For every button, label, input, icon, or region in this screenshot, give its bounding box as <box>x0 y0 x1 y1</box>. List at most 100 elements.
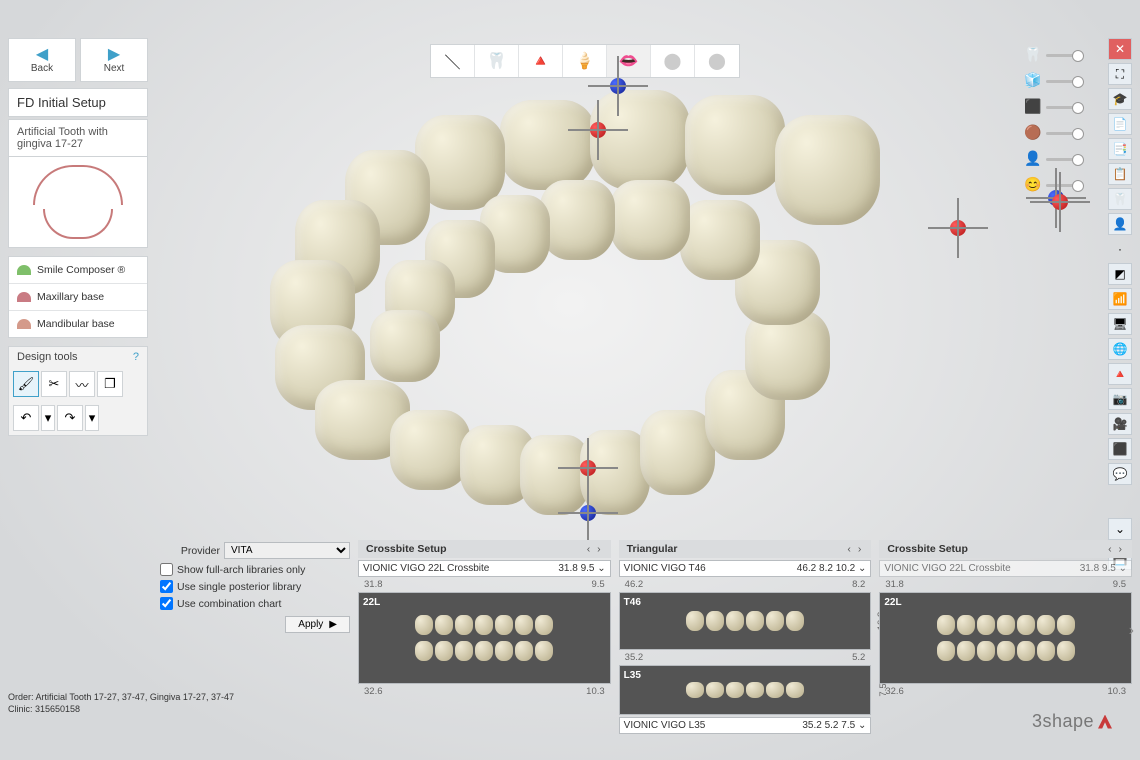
step-maxillary-base[interactable]: Maxillary base <box>9 284 147 311</box>
fullscreen-icon[interactable]: ⛶ <box>1108 63 1132 85</box>
lib-preview[interactable]: 22L <box>879 592 1132 684</box>
lib-pager[interactable]: ‹ › <box>847 543 863 555</box>
viewport-3d[interactable] <box>160 60 1080 530</box>
globe-icon[interactable]: 🌐 <box>1108 338 1132 360</box>
cb-combination[interactable] <box>160 597 173 610</box>
manipulator-translate-bot[interactable] <box>580 460 596 476</box>
lib-select-2[interactable]: VIONIC VIGO L35 35.2 5.2 7.5 ⌄ <box>619 717 872 734</box>
axis-widget[interactable] <box>1048 190 1064 222</box>
tooth-icon[interactable]: 🦷 <box>1108 188 1132 210</box>
smile-icon <box>17 265 31 275</box>
apply-button[interactable]: Apply ▶ <box>285 616 350 633</box>
face-icon[interactable]: 👤 <box>1108 213 1132 235</box>
tool-knife[interactable]: ✂ <box>41 371 67 397</box>
slider-antagonist[interactable]: ⬛ <box>1024 98 1082 116</box>
lib-select-dims: 35.2 5.2 7.5 <box>802 720 855 731</box>
lib-pager[interactable]: ‹ › <box>587 543 603 555</box>
cb-full-arch[interactable] <box>160 563 173 576</box>
screenshot-icon[interactable]: ⬛ <box>1108 438 1132 460</box>
tool-undo-dropdown[interactable]: ▾ <box>41 405 55 431</box>
tool-redo-dropdown[interactable]: ▾ <box>85 405 99 431</box>
lib-preview-upper[interactable]: T46 10.2 <box>619 592 872 650</box>
cb-single-posterior[interactable] <box>160 580 173 593</box>
help-icon[interactable]: ? <box>133 351 139 363</box>
dim: 31.8 <box>364 579 383 590</box>
cb-label: Use combination chart <box>177 598 350 610</box>
lib-tag: 22L <box>363 597 380 608</box>
next-button[interactable]: ▶ Next <box>80 38 148 82</box>
brand-text: 3shape <box>1032 711 1094 732</box>
left-sidebar: ◀ Back ▶ Next FD Initial Setup Artificia… <box>8 38 148 436</box>
close-icon[interactable]: ✕ <box>1108 38 1132 60</box>
xray-icon[interactable]: 📶 <box>1108 288 1132 310</box>
visibility-sliders: 🦷 🧊 ⬛ 🟤 👤 😊 <box>1024 46 1082 194</box>
lib-pager[interactable]: ‹ › <box>1108 543 1124 555</box>
cb-label: Use single posterior library <box>177 581 350 593</box>
lib-card-title: Triangular <box>627 543 678 555</box>
lib-card-triangular: Triangular ‹ › VIONIC VIGO T46 46.2 8.2 … <box>619 540 872 760</box>
dim: 9.5 <box>1113 579 1126 590</box>
lib-select[interactable]: VIONIC VIGO T46 46.2 8.2 10.2 ⌄ <box>619 560 872 577</box>
right-icon-column: ✕ ⛶ 🎓 📄 📑 📋 🦷 👤 · ◩ 📶 🖥 🌐 🔺 📷 🎥 ⬛ 💬 <box>1108 38 1132 485</box>
dim: 32.6 <box>364 686 383 697</box>
manipulator-rotate-bot[interactable] <box>580 505 596 521</box>
lib-select-dims: 46.2 8.2 10.2 <box>797 563 855 574</box>
help-hat-icon[interactable]: 🎓 <box>1108 88 1132 110</box>
dim: 10.3 <box>586 686 605 697</box>
back-button[interactable]: ◀ Back <box>8 38 76 82</box>
step-mandibular-base[interactable]: Mandibular base <box>9 311 147 337</box>
dim: 35.2 <box>625 652 644 663</box>
back-label: Back <box>31 63 53 74</box>
lib-card-crossbite-1: Crossbite Setup ‹ › VIONIC VIGO 22L Cros… <box>358 540 611 760</box>
tool-clone[interactable]: ❐ <box>97 371 123 397</box>
upper-arch-icon <box>33 165 123 205</box>
lib-preview[interactable]: 22L <box>358 592 611 684</box>
provider-select[interactable]: VITA <box>224 542 350 559</box>
chevron-left-icon: ◀ <box>36 47 48 63</box>
step-smile-composer[interactable]: Smile Composer ® <box>9 257 147 284</box>
dim: 8.2 <box>852 579 865 590</box>
lib-select-text: VIONIC VIGO T46 <box>624 563 706 574</box>
slider-face[interactable]: 👤 <box>1024 150 1082 168</box>
analyze-icon[interactable]: 🔺 <box>1108 363 1132 385</box>
dim: 5.2 <box>852 652 865 663</box>
lower-arch-icon <box>43 209 113 239</box>
manipulator-free[interactable] <box>950 220 966 236</box>
provider-label: Provider <box>160 545 220 557</box>
lib-preview-lower[interactable]: L35 7.5 <box>619 665 872 715</box>
chat-icon[interactable]: 💬 <box>1108 463 1132 485</box>
tool-sculpt[interactable]: 🖌 <box>13 371 39 397</box>
expand-chevron[interactable]: › <box>1129 622 1134 640</box>
dim: 7.5 <box>878 683 889 696</box>
lib-select[interactable]: VIONIC VIGO 22L Crossbite 31.8 9.5 ⌄ <box>879 560 1132 577</box>
lib-select-dims: 31.8 9.5 <box>1080 563 1116 574</box>
doc-icon[interactable]: 📄 <box>1108 113 1132 135</box>
lib-select-text: VIONIC VIGO 22L Crossbite <box>884 563 1010 574</box>
lib-select-text: VIONIC VIGO 22L Crossbite <box>363 563 489 574</box>
dim: 9.5 <box>591 579 604 590</box>
tool-redo[interactable]: ↷ <box>57 405 83 431</box>
cb-label: Show full-arch libraries only <box>177 564 350 576</box>
lib-tag: L35 <box>624 670 641 681</box>
video-icon[interactable]: 🎥 <box>1108 413 1132 435</box>
shade-icon[interactable]: ◩ <box>1108 263 1132 285</box>
tool-undo[interactable]: ↶ <box>13 405 39 431</box>
brand-logo: 3shape <box>1032 711 1112 732</box>
slider-gingiva[interactable]: 🟤 <box>1024 124 1082 142</box>
manipulator-rotate-top[interactable] <box>610 78 626 94</box>
slider-scan[interactable]: 🦷 <box>1024 46 1082 64</box>
slider-model[interactable]: 🧊 <box>1024 72 1082 90</box>
manipulator-translate-top[interactable] <box>590 122 606 138</box>
lib-select[interactable]: VIONIC VIGO 22L Crossbite 31.8 9.5 ⌄ <box>358 560 611 577</box>
provider-column: Provider VITA Show full-arch libraries o… <box>160 540 350 760</box>
arch-diagram[interactable] <box>8 157 148 248</box>
collapse-icon[interactable]: ⌄ <box>1108 518 1132 540</box>
camera-icon[interactable]: 📷 <box>1108 388 1132 410</box>
tool-morph[interactable]: 〰 <box>69 371 95 397</box>
docs-icon[interactable]: 📑 <box>1108 138 1132 160</box>
monitor-icon[interactable]: 🖥 <box>1108 313 1132 335</box>
dim: 31.8 <box>885 579 904 590</box>
clipboard-icon[interactable]: 📋 <box>1108 163 1132 185</box>
lib-select-text: VIONIC VIGO L35 <box>624 720 706 731</box>
maxillary-icon <box>17 292 31 302</box>
